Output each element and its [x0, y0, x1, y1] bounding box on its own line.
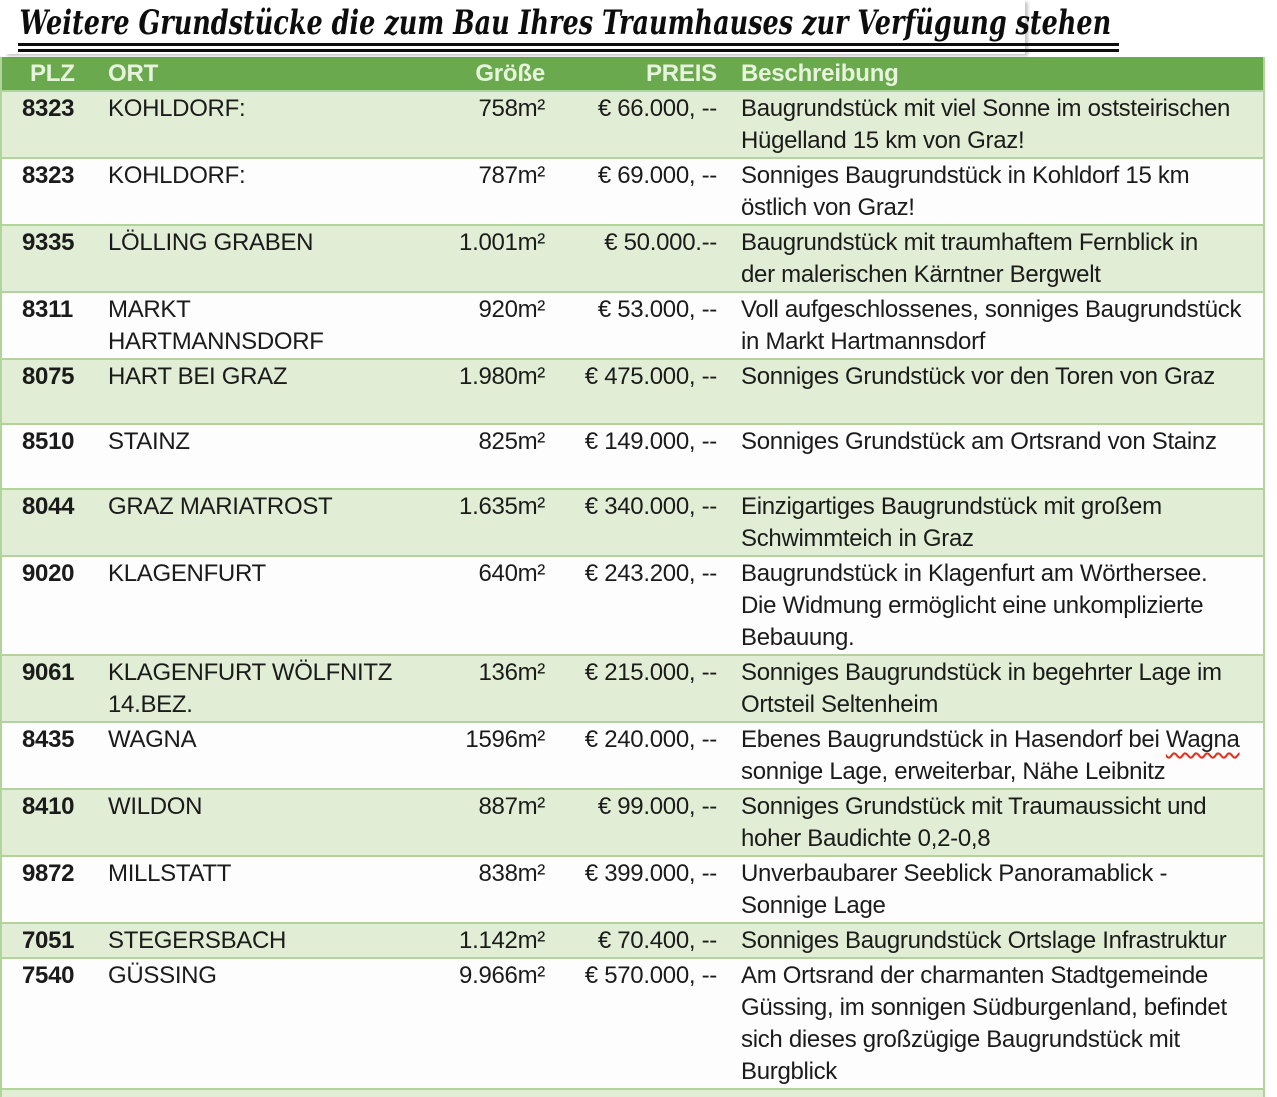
cell-beschreibung: Ebenes Baugrundstück in Hasendorf bei Wa…: [741, 726, 1240, 785]
cell-beschreibung: Am Ortsrand der charmanten Stadtgemeinde…: [741, 962, 1227, 1085]
cell-plz: 9872: [22, 860, 75, 887]
table-row: 7051 STEGERSBACH 1.142m² € 70.400, -- So…: [2, 922, 1263, 957]
cell-preis: € 70.400, --: [597, 927, 717, 954]
table-body: 8323 KOHLDORF: 758m² € 66.000, -- Baugru…: [2, 90, 1263, 1088]
cell-ort: WILDON: [108, 793, 203, 820]
cell-beschreibung: Sonniges Grundstück vor den Toren von Gr…: [741, 363, 1215, 390]
cell-plz: 8410: [22, 793, 75, 820]
cell-groesse: 1.980m²: [459, 363, 545, 390]
cell-groesse: 1596m²: [465, 726, 545, 753]
cell-ort: GRAZ MARIATROST: [108, 493, 333, 520]
cell-beschreibung: Baugrundstück in Klagenfurt am Wörtherse…: [741, 560, 1208, 651]
cell-preis: € 243.200, --: [584, 560, 718, 587]
cell-groesse: 787m²: [478, 162, 545, 189]
cell-plz: 7540: [22, 962, 75, 989]
cell-beschreibung: Sonniges Grundstück am Ortsrand von Stai…: [741, 428, 1217, 455]
cell-ort: MILLSTATT: [108, 860, 232, 887]
cell-ort: KLAGENFURT WÖLFNITZ 14.BEZ.: [108, 659, 393, 718]
cell-plz: 8311: [22, 296, 73, 323]
table-row: 8044 GRAZ MARIATROST 1.635m² € 340.000, …: [2, 488, 1263, 555]
cell-beschreibung: Einzigartiges Baugrundstück mit großem S…: [741, 493, 1162, 552]
cell-groesse: 1.001m²: [459, 229, 545, 256]
table-row: 8075 HART BEI GRAZ 1.980m² € 475.000, --…: [2, 358, 1263, 423]
cell-plz: 8044: [22, 493, 75, 520]
header-cell-preis: PREIS: [645, 59, 717, 87]
cell-ort: KOHLDORF:: [108, 95, 246, 122]
table-row: 8311 MARKT HARTMANNSDORF 920m² € 53.000,…: [2, 291, 1263, 358]
table-row: 9872 MILLSTATT 838m² € 399.000, -- Unver…: [2, 855, 1263, 922]
cell-beschreibung: Baugrundstück mit traumhaftem Fernblick …: [741, 229, 1198, 288]
cell-groesse: 920m²: [478, 296, 545, 323]
cell-groesse: 640m²: [478, 560, 545, 587]
cell-ort: KOHLDORF:: [108, 162, 246, 189]
cell-preis: € 475.000, --: [584, 363, 718, 390]
cell-preis: € 570.000, --: [584, 962, 718, 989]
table-row: 9061 KLAGENFURT WÖLFNITZ 14.BEZ. 136m² €…: [2, 654, 1263, 721]
cell-preis: € 240.000, --: [584, 726, 718, 753]
cell-preis: € 69.000, --: [597, 162, 717, 189]
cell-ort: GÜSSING: [108, 962, 217, 989]
cell-preis: € 53.000, --: [597, 296, 717, 323]
table-row: 8410 WILDON 887m² € 99.000, -- Sonniges …: [2, 788, 1263, 855]
header-cell-beschreibung: Beschreibung: [741, 59, 899, 87]
table-row: 9020 KLAGENFURT 640m² € 243.200, -- Baug…: [2, 555, 1263, 654]
cell-plz: 8510: [22, 428, 75, 455]
table-row: 9335 LÖLLING GRABEN 1.001m² € 50.000.-- …: [2, 224, 1263, 291]
table-row: 8435 WAGNA 1596m² € 240.000, -- Ebenes B…: [2, 721, 1263, 788]
cell-groesse: 838m²: [478, 860, 545, 887]
header-cell-groesse: Größe: [475, 59, 545, 87]
title-card: Weitere Grundstücke die zum Bau Ihres Tr…: [4, 0, 1119, 54]
cell-plz: 7051: [22, 927, 75, 954]
cell-groesse: 136m²: [478, 659, 545, 686]
cell-plz: 8323: [22, 95, 75, 122]
cell-preis: € 99.000, --: [597, 793, 717, 820]
cell-beschreibung: Unverbaubarer Seeblick Panoramablick - S…: [741, 860, 1168, 919]
cell-plz: 8435: [22, 726, 75, 753]
cell-ort: KLAGENFURT: [108, 560, 266, 587]
table-row: 8510 STAINZ 825m² € 149.000, -- Sonniges…: [2, 423, 1263, 488]
header-cell-ort: ORT: [108, 59, 159, 87]
cell-preis: € 66.000, --: [597, 95, 717, 122]
cell-plz: 9335: [22, 229, 75, 256]
cell-groesse: 1.635m²: [459, 493, 545, 520]
cell-beschreibung: Sonniges Baugrundstück in Kohldorf 15 km…: [741, 162, 1190, 221]
page-title: Weitere Grundstücke die zum Bau Ihres Tr…: [18, 5, 1119, 52]
cell-beschreibung: Baugrundstück mit viel Sonne im oststeir…: [741, 95, 1231, 154]
cell-plz: 9061: [22, 659, 75, 686]
cell-ort: STEGERSBACH: [108, 927, 287, 954]
cell-ort: STAINZ: [108, 428, 190, 455]
cell-beschreibung: Voll aufgeschlossenes, sonniges Baugrund…: [741, 296, 1242, 355]
spellcheck-underline: Wagna: [1165, 726, 1240, 753]
cell-preis: € 50.000.--: [604, 229, 717, 256]
property-table: PLZ ORT Größe PREIS Beschreibung 8323 KO…: [0, 57, 1265, 1097]
cell-plz: 8075: [22, 363, 75, 390]
cell-ort: HART BEI GRAZ: [108, 363, 288, 390]
cell-groesse: 1.142m²: [459, 927, 545, 954]
cell-groesse: 9.966m²: [459, 962, 545, 989]
cell-beschreibung: Sonniges Baugrundstück in begehrter Lage…: [741, 659, 1222, 718]
cell-groesse: 887m²: [478, 793, 545, 820]
cell-ort: LÖLLING GRABEN: [108, 229, 314, 256]
cell-groesse: 758m²: [478, 95, 545, 122]
cell-ort: WAGNA: [108, 726, 197, 753]
cell-groesse: 825m²: [478, 428, 545, 455]
cell-ort: MARKT HARTMANNSDORF: [108, 296, 324, 355]
cell-preis: € 340.000, --: [584, 493, 718, 520]
cell-beschreibung: Sonniges Grundstück mit Traumaussicht un…: [741, 793, 1207, 852]
table-row: 8323 KOHLDORF: 787m² € 69.000, -- Sonnig…: [2, 157, 1263, 224]
cell-preis: € 149.000, --: [584, 428, 718, 455]
cell-beschreibung: Sonniges Baugrundstück Ortslage Infrastr…: [741, 927, 1227, 954]
cell-preis: € 399.000, --: [584, 860, 718, 887]
cell-plz: 9020: [22, 560, 75, 587]
cell-preis: € 215.000, --: [584, 659, 718, 686]
table-header: PLZ ORT Größe PREIS Beschreibung: [2, 57, 1263, 90]
table-row: 7540 GÜSSING 9.966m² € 570.000, -- Am Or…: [2, 957, 1263, 1088]
table-row: 8323 KOHLDORF: 758m² € 66.000, -- Baugru…: [2, 90, 1263, 157]
header-cell-plz: PLZ: [30, 59, 75, 87]
next-row-strip: [2, 1088, 1263, 1097]
cell-plz: 8323: [22, 162, 75, 189]
